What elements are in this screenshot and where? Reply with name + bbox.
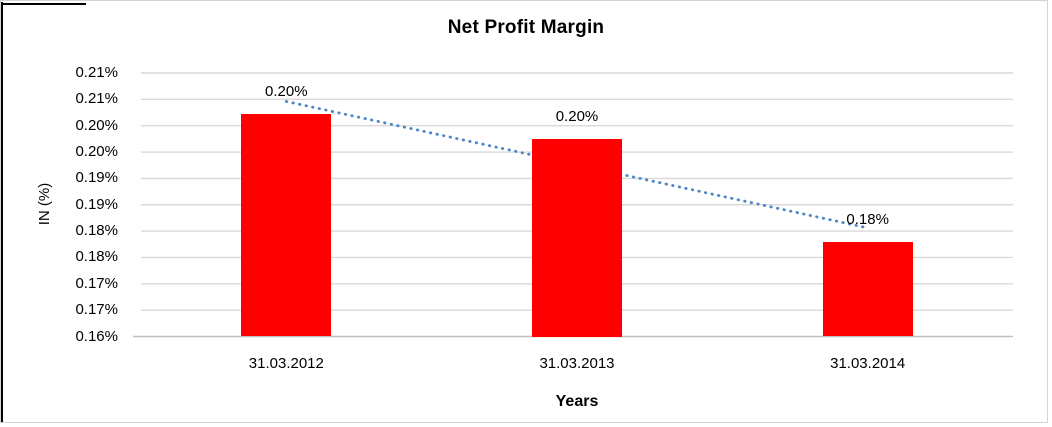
- trendline-dotted: [284, 100, 870, 230]
- y-tick-label: 0.17%: [75, 274, 118, 292]
- data-label: 0.20%: [555, 107, 599, 125]
- y-tick-label: 0.16%: [75, 327, 118, 345]
- y-tick-label: 0.18%: [75, 222, 118, 240]
- x-category-label: 31.03.2014: [830, 355, 906, 372]
- chart-top-border-line: [2, 3, 86, 5]
- y-tick-label: 0.19%: [75, 169, 118, 187]
- x-category-label: 31.03.2013: [539, 355, 615, 372]
- y-tick-label: 0.20%: [75, 116, 118, 134]
- y-tick-label: 0.19%: [75, 195, 118, 213]
- x-axis-title: Years: [555, 393, 599, 410]
- bar-31.03.2012: [241, 114, 332, 337]
- data-label: 0.18%: [846, 210, 889, 228]
- y-tick-label: 0.21%: [75, 90, 118, 108]
- chart-left-border-line: [1, 2, 3, 422]
- x-category-label: 31.03.2012: [248, 355, 324, 372]
- y-tick-label: 0.17%: [75, 301, 118, 319]
- y-tick-label: 0.18%: [75, 248, 118, 266]
- bar-31.03.2014: [822, 241, 913, 337]
- y-tick-label: 0.20%: [75, 143, 118, 161]
- y-tick-label: 0.21%: [75, 64, 118, 81]
- bar-31.03.2013: [532, 138, 622, 337]
- chart-title: Net Profit Margin: [447, 17, 605, 38]
- data-label: 0.20%: [265, 83, 308, 101]
